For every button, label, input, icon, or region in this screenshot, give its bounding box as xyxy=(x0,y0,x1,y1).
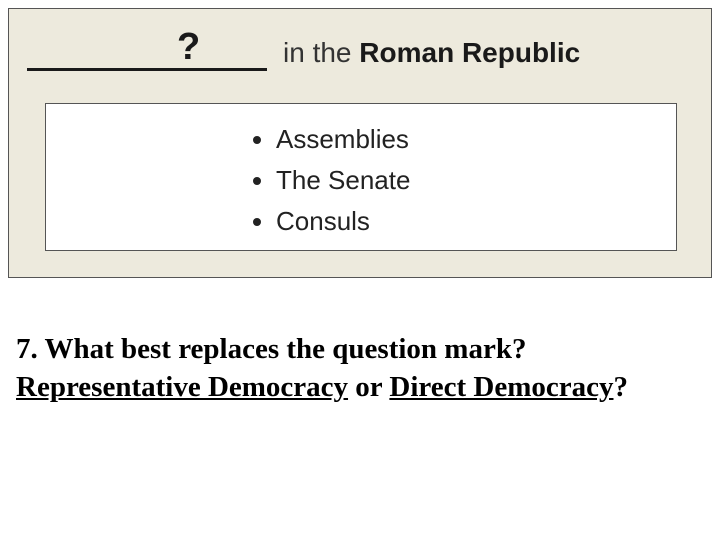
question-text: 7. What best replaces the question mark?… xyxy=(16,330,704,407)
question-line1: What best replaces the question mark? xyxy=(44,333,526,365)
item-list: Assemblies The Senate Consuls xyxy=(276,122,676,239)
list-item: Assemblies xyxy=(276,122,676,157)
fill-blank-line: ? xyxy=(27,68,267,71)
list-box: Assemblies The Senate Consuls xyxy=(45,103,677,251)
panel-header: ? in the Roman Republic xyxy=(9,37,711,71)
option-representative: Representative Democracy xyxy=(16,371,348,403)
option-direct: Direct Democracy xyxy=(389,371,613,403)
question-conjunction: or xyxy=(348,371,389,403)
question-tail: ? xyxy=(613,371,628,403)
header-bold: Roman Republic xyxy=(359,37,580,68)
question-mark-icon: ? xyxy=(177,26,200,69)
header-text: in the Roman Republic xyxy=(267,37,580,71)
list-item: Consuls xyxy=(276,204,676,239)
info-panel: ? in the Roman Republic Assemblies The S… xyxy=(8,8,712,278)
header-prefix: in the xyxy=(283,37,359,68)
question-number: 7. xyxy=(16,333,38,365)
list-item: The Senate xyxy=(276,163,676,198)
